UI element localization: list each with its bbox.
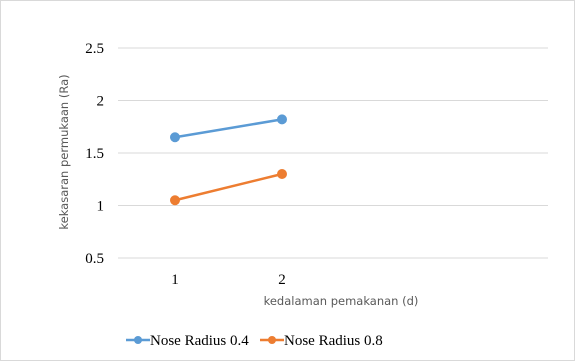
y-axis-title: kekasaran permukaan (Ra) xyxy=(57,74,71,229)
series-lines xyxy=(170,114,287,206)
y-tick-label: 0.5 xyxy=(85,251,104,267)
gridlines xyxy=(118,47,548,259)
data-point xyxy=(170,195,180,206)
y-tick-labels: 0.5 1 1.5 2 2.5 xyxy=(85,41,104,267)
data-point xyxy=(277,114,287,125)
series-line xyxy=(173,172,284,202)
series-line xyxy=(173,118,284,139)
data-point xyxy=(277,169,287,179)
y-tick-label: 2.5 xyxy=(85,41,104,57)
y-tick-label: 2 xyxy=(97,94,105,110)
y-tick-label: 1.5 xyxy=(85,146,104,162)
legend-label: Nose Radius 0.4 xyxy=(150,333,249,349)
legend-label: Nose Radius 0.8 xyxy=(284,333,383,349)
legend: Nose Radius 0.4 Nose Radius 0.8 xyxy=(126,333,383,349)
x-axis-title: kedalaman pemakanan (d) xyxy=(264,294,419,308)
legend-marker xyxy=(268,336,276,344)
x-tick-label: 2 xyxy=(278,272,286,288)
legend-marker xyxy=(134,336,142,344)
x-tick-label: 1 xyxy=(171,272,179,288)
y-tick-label: 1 xyxy=(97,199,105,215)
data-point xyxy=(170,132,180,143)
